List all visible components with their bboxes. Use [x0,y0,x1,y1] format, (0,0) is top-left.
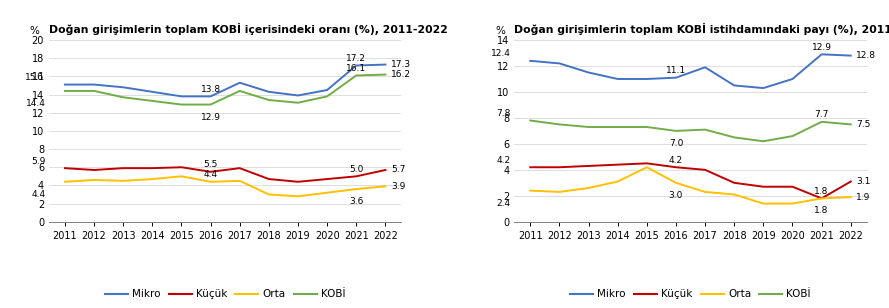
Text: 12.9: 12.9 [812,43,831,52]
Text: 5.9: 5.9 [31,157,45,166]
Text: 4.4: 4.4 [31,190,45,199]
Y-axis label: %: % [30,26,40,36]
Legend: Mikro, Küçük, Orta, KOBİ: Mikro, Küçük, Orta, KOBİ [100,285,349,303]
Text: 13.8: 13.8 [201,85,220,94]
Text: 16.1: 16.1 [346,64,366,73]
Text: 3.6: 3.6 [349,197,364,206]
Text: 7.0: 7.0 [669,139,683,148]
Text: 17.2: 17.2 [347,54,366,63]
Text: 15.1: 15.1 [26,73,45,82]
Text: 12.9: 12.9 [201,112,220,122]
Text: 12.4: 12.4 [491,49,511,58]
Y-axis label: %: % [495,26,505,36]
Text: 11.1: 11.1 [666,66,686,75]
Text: 5.5: 5.5 [204,160,218,169]
Text: 3.0: 3.0 [669,191,683,200]
Text: 7.7: 7.7 [814,110,829,120]
Text: 5.7: 5.7 [391,165,405,174]
Text: 4.2: 4.2 [497,156,511,165]
Text: Doğan girişimlerin toplam KOBİ içerisindeki oranı (%), 2011-2022: Doğan girişimlerin toplam KOBİ içerisind… [49,23,448,35]
Text: 14.4: 14.4 [26,99,45,108]
Text: 1.8: 1.8 [814,187,829,196]
Text: 12.8: 12.8 [856,51,877,60]
Text: 4.4: 4.4 [204,170,218,179]
Text: 1.9: 1.9 [856,192,870,202]
Text: 7.5: 7.5 [856,120,870,129]
Text: 7.8: 7.8 [496,109,511,118]
Text: 1.8: 1.8 [814,206,829,215]
Text: 2.4: 2.4 [497,199,511,208]
Legend: Mikro, Küçük, Orta, KOBİ: Mikro, Küçük, Orta, KOBİ [566,285,815,303]
Text: 5.0: 5.0 [349,165,364,174]
Text: 4.2: 4.2 [669,156,683,165]
Text: Doğan girişimlerin toplam KOBİ istihdamındaki payı (%), 2011-2022: Doğan girişimlerin toplam KOBİ istihdamı… [514,23,889,35]
Text: 3.1: 3.1 [856,177,870,186]
Text: 3.9: 3.9 [391,182,405,191]
Text: 16.2: 16.2 [391,70,411,79]
Text: 17.3: 17.3 [391,60,411,69]
